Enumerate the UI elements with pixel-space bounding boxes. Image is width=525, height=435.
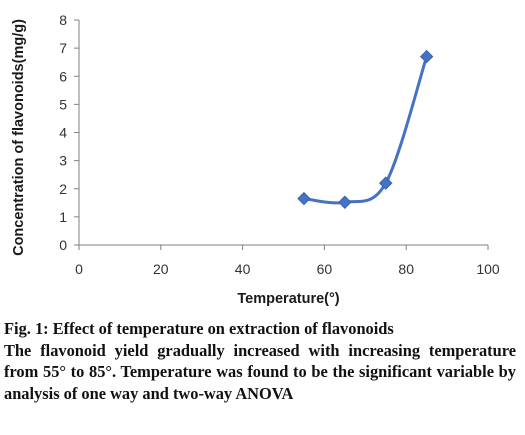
y-tick-label: 8 — [59, 12, 67, 28]
y-tick-label: 7 — [59, 40, 67, 56]
y-tick-label: 0 — [59, 237, 67, 253]
x-axis: 0 20 40 60 80 100 — [75, 244, 500, 277]
y-tick-label: 4 — [59, 125, 67, 141]
x-tick-label: 0 — [75, 261, 83, 277]
y-tick-label: 6 — [59, 68, 67, 84]
figure-description: The flavonoid yield gradually increased … — [4, 340, 516, 403]
data-point-marker — [419, 49, 434, 64]
y-tick-label: 5 — [59, 96, 67, 112]
x-tick-label: 40 — [235, 261, 251, 277]
y-axis: 0 1 2 3 4 5 6 7 8 — [59, 12, 80, 253]
x-tick-label: 20 — [153, 261, 169, 277]
y-tick-label: 3 — [59, 153, 67, 169]
data-point-marker — [297, 191, 311, 206]
y-tick-label: 2 — [59, 181, 67, 197]
x-axis-title: Temperature(°) — [237, 291, 339, 307]
y-axis-title: Concentration of flavonoids(mg/g) — [11, 19, 27, 256]
data-point-marker — [338, 195, 352, 209]
x-tick-label: 100 — [476, 261, 500, 277]
figure-caption: Fig. 1: Effect of temperature on extract… — [4, 318, 516, 404]
series-line — [303, 56, 429, 205]
figure-title: Fig. 1: Effect of temperature on extract… — [4, 319, 394, 338]
series-markers — [297, 49, 434, 209]
flavonoid-chart: 0 1 2 3 4 5 6 7 8 0 20 40 60 80 100 Temperature(°) Co… — [11, 12, 500, 307]
chart-area: 0 1 2 3 4 5 6 7 8 0 20 40 60 80 100 Temperature(°) Co… — [11, 12, 500, 307]
x-tick-label: 60 — [317, 261, 333, 277]
y-tick-label: 1 — [59, 209, 67, 225]
data-point-marker — [379, 176, 393, 190]
x-tick-label: 80 — [398, 261, 414, 277]
